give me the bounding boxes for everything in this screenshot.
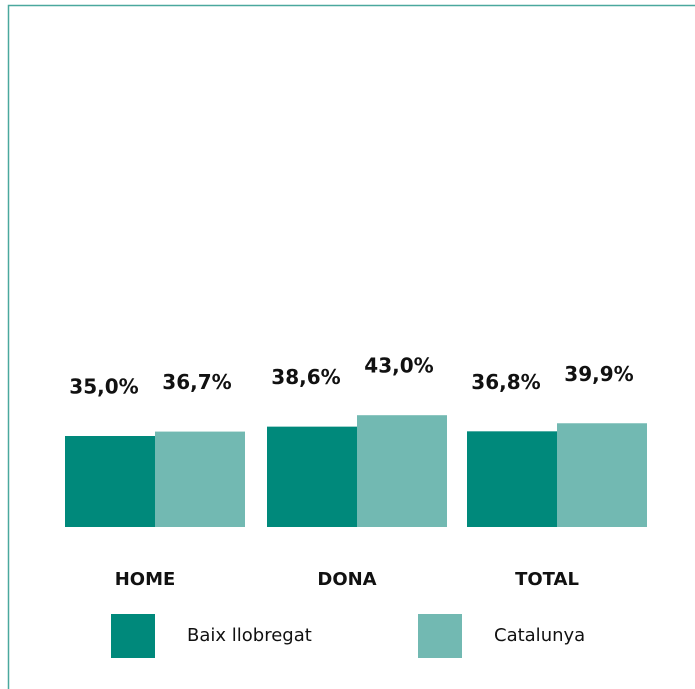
x-tick-label: HOME [115,569,176,590]
value-label: 36,8% [471,370,540,394]
value-label: 35,0% [69,375,138,399]
legend-label: Baix llobregat [187,625,312,646]
bar [357,415,447,527]
frame [7,4,695,689]
bar [155,431,245,527]
bar [467,431,557,527]
legend-swatch [418,614,462,658]
legend-label: Catalunya [494,625,585,646]
value-label: 38,6% [271,365,340,389]
x-tick-label: DONA [317,569,376,590]
value-label: 36,7% [162,370,231,394]
bar [267,426,357,527]
legend-swatch [111,614,155,658]
value-label: 43,0% [364,354,433,378]
bar [557,423,647,527]
x-tick-label: TOTAL [515,569,579,590]
value-label: 39,9% [564,362,633,386]
bar [65,436,155,527]
